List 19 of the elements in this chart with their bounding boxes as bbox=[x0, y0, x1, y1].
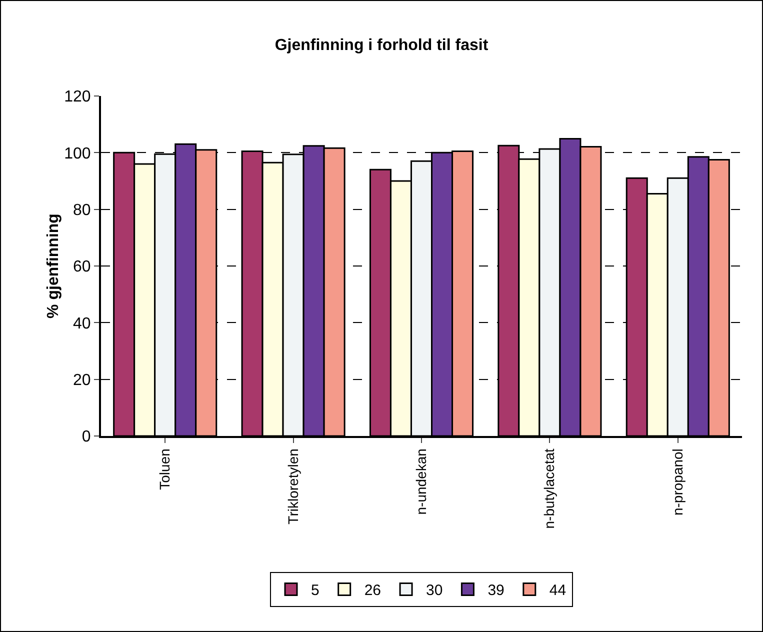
legend-label: 44 bbox=[549, 582, 566, 600]
x-tick-label: n-undekan bbox=[413, 448, 430, 515]
x-tick-label: Trikloretylen bbox=[284, 448, 301, 524]
chart-title: Gjenfinning i forhold til fasit bbox=[274, 37, 489, 54]
x-tick-label: n-butylacetat bbox=[541, 448, 558, 529]
y-axis-title: % gjenfinning bbox=[45, 214, 62, 318]
legend-label: 5 bbox=[311, 582, 320, 600]
legend-label: 26 bbox=[364, 582, 382, 600]
y-tick-label: 80 bbox=[73, 202, 91, 219]
y-tick-label: 120 bbox=[64, 88, 91, 106]
legend-label: 39 bbox=[488, 582, 504, 600]
y-tick-label: 20 bbox=[73, 372, 91, 389]
x-tick-label: n-propanol bbox=[669, 448, 686, 516]
y-tick-label: 0 bbox=[82, 428, 91, 446]
y-tick-label: 40 bbox=[73, 315, 91, 332]
y-tick-label: 100 bbox=[64, 145, 91, 162]
legend-label: 30 bbox=[426, 582, 443, 600]
x-tick-label: Toluen bbox=[156, 448, 173, 490]
y-tick-label: 60 bbox=[73, 258, 91, 276]
